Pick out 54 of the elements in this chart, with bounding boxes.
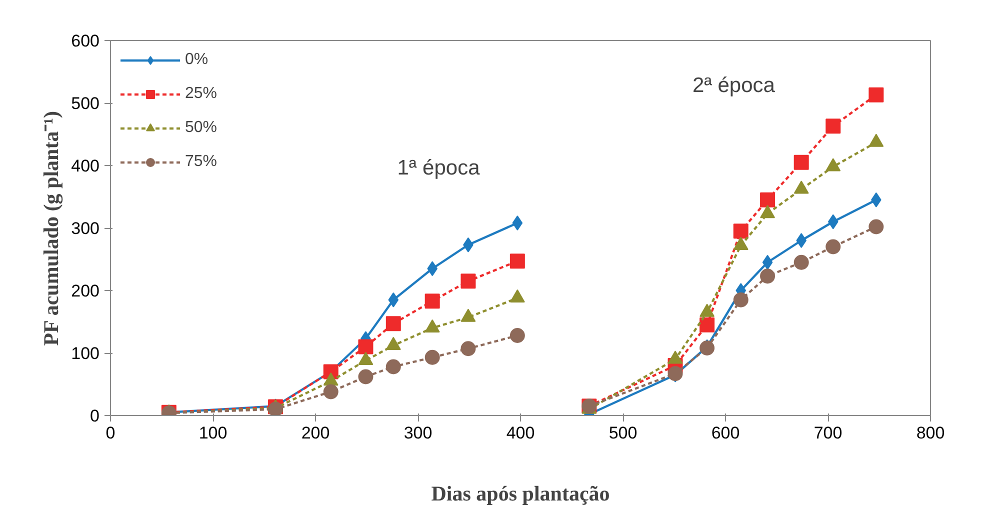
y-tick-label: 500	[71, 94, 100, 113]
annotation: 1ª época	[397, 156, 480, 180]
x-tick-label: 100	[198, 424, 228, 442]
point	[826, 118, 841, 134]
legend-label: 25%	[185, 85, 218, 103]
point	[826, 239, 841, 254]
point	[460, 341, 476, 356]
x-tick-label: 600	[711, 424, 740, 442]
point	[512, 216, 523, 230]
x-tick-label: 800	[916, 424, 945, 442]
point	[733, 292, 748, 308]
point	[427, 261, 438, 276]
point	[460, 274, 476, 289]
annotation: 2ª época	[692, 74, 776, 97]
point	[358, 369, 374, 384]
point	[733, 224, 748, 239]
y-tick-label: 400	[71, 156, 100, 176]
point	[510, 254, 525, 269]
point	[386, 359, 401, 374]
x-tick-label: 400	[506, 424, 535, 442]
point	[424, 294, 440, 309]
point	[510, 328, 525, 343]
point	[762, 254, 773, 270]
point	[358, 339, 374, 354]
point	[796, 233, 807, 248]
point	[828, 214, 838, 230]
point	[668, 366, 683, 382]
x-tick-label: 300	[404, 424, 432, 442]
point	[424, 350, 440, 365]
point	[388, 292, 399, 308]
y-tick-label: 0	[90, 406, 100, 426]
x-tick-label: 500	[608, 424, 638, 442]
point	[794, 254, 809, 270]
point	[794, 154, 809, 170]
y-tick-label: 200	[71, 282, 100, 300]
point	[700, 340, 715, 356]
y-tick-label: 100	[71, 344, 100, 363]
point	[760, 192, 776, 208]
point	[868, 87, 884, 102]
x-axis-title: Dias após plantação	[431, 482, 610, 506]
y-tick-label: 300	[71, 219, 100, 238]
x-tick-label: 700	[814, 424, 842, 442]
x-tick-label: 0	[106, 424, 116, 442]
legend-label: 50%	[185, 119, 218, 137]
point	[323, 384, 338, 400]
y-axis-title: PF acumulado (g planta⁻¹)	[39, 110, 64, 346]
point	[868, 219, 884, 234]
legend-label: 75%	[185, 153, 218, 171]
point	[386, 316, 401, 332]
x-tick-label: 200	[301, 424, 330, 442]
point	[700, 317, 715, 332]
legend-label: 0%	[185, 51, 208, 69]
y-tick-label: 600	[71, 32, 100, 50]
point	[760, 268, 776, 284]
